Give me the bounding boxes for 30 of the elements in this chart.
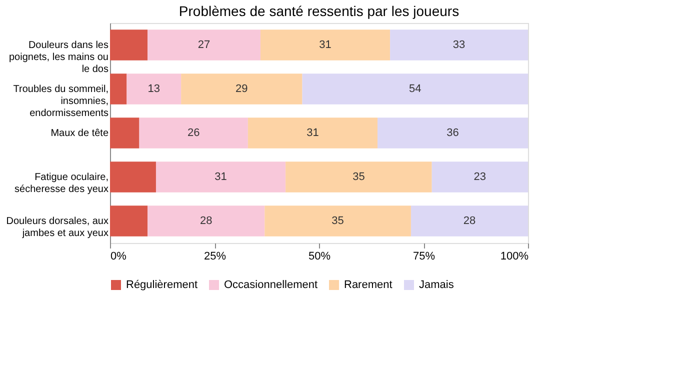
data-label: 31 [319, 39, 332, 51]
y-tick-label: Fatigue oculaire, sécheresse des yeux [14, 172, 108, 195]
y-tick-label: Troubles du sommeil, insomnies, endormissements [13, 84, 108, 119]
data-label: 23 [474, 171, 486, 183]
x-tick-label: 50% [308, 250, 331, 262]
data-label: 28 [463, 215, 476, 227]
y-tick-label: Maux de tête [50, 128, 109, 139]
legend-label: Jamais [419, 279, 454, 291]
data-label: 13 [148, 83, 160, 95]
data-label: 26 [187, 127, 200, 139]
legend-label: Régulièrement [126, 279, 198, 291]
y-tick-label: Douleurs dans les poignets, les mains ou le dos [8, 40, 108, 75]
x-tick-label: 25% [204, 250, 226, 262]
data-label: 31 [214, 171, 227, 183]
data-label: 33 [452, 39, 466, 51]
legend-label: Rarement [344, 279, 392, 291]
data-label: 36 [446, 127, 459, 139]
legend-label: Occasionnellement [224, 279, 318, 291]
data-label: 54 [409, 83, 422, 95]
data-label: 28 [200, 215, 212, 227]
data-label: 29 [236, 83, 248, 95]
chart-title: Problèmes de santé ressentis par les joueurs [178, 3, 460, 19]
x-tick-label: 0% [110, 250, 127, 262]
data-label: 35 [352, 171, 365, 183]
data-label: 31 [306, 127, 319, 139]
x-tick-label: 75% [412, 250, 436, 262]
y-tick-label: Douleurs dorsales, aux jambes et aux yeux [6, 216, 108, 239]
data-label: 27 [198, 39, 210, 51]
data-label: 35 [332, 215, 344, 227]
x-tick-label: 100% [500, 250, 529, 262]
